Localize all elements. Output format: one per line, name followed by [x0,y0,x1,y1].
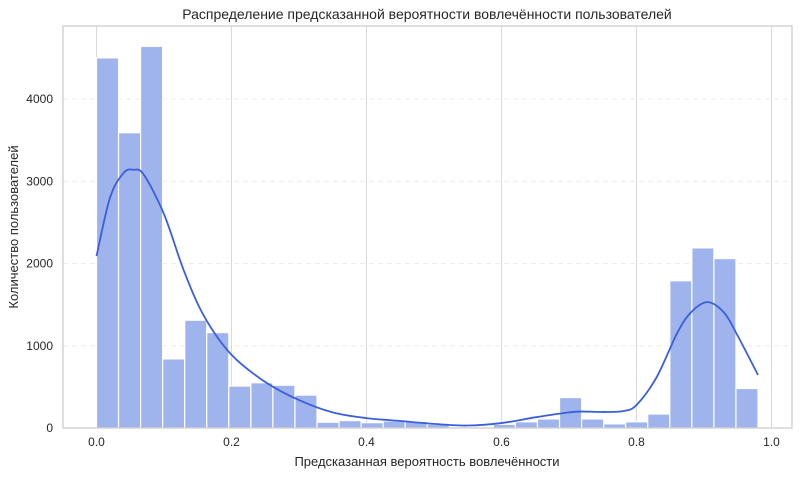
x-tick-label: 0.4 [358,435,375,449]
histogram-bar [580,418,605,429]
x-tick-label: 1.0 [763,435,780,449]
axes-spines [62,25,793,429]
histogram-bar [625,421,649,429]
histogram-bar [250,382,274,429]
x-axis-ticks: 0.0 0.2 0.4 0.6 0.8 1.0 [88,435,780,449]
y-tick-label: 0 [46,421,53,435]
x-axis-label: Предсказанная вероятность вовлечённости [294,454,559,469]
y-axis-ticks: 0 1000 2000 3000 4000 [26,92,53,435]
kde-curve [95,168,759,427]
histogram-bars [95,45,759,429]
x-tick-label: 0.6 [493,435,510,449]
y-tick-label: 1000 [26,339,53,353]
histogram-bar [184,319,208,429]
histogram-bar [514,421,539,429]
y-axis-label: Количество пользователей [6,145,21,308]
histogram-bar [272,384,296,429]
histogram-bar [691,247,715,429]
x-tick-label: 0.2 [223,435,240,449]
histogram-bar [735,387,759,429]
histogram-bar [117,132,142,429]
histogram-bar [382,420,406,429]
y-tick-label: 3000 [26,174,53,188]
chart-title: Распределение предсказанной вероятности … [182,6,672,22]
histogram-bar [316,421,340,429]
histogram-bar [228,385,252,429]
y-tick-label: 2000 [26,257,53,271]
histogram-bar [536,418,561,429]
x-tick-label: 0.0 [88,435,105,449]
histogram-bar [140,45,164,429]
histogram-bar [669,280,693,429]
histogram-bar [360,422,384,429]
histogram-bar [162,358,186,429]
plot-frame [62,25,793,429]
x-tick-label: 0.8 [628,435,645,449]
y-tick-label: 4000 [26,92,53,106]
histogram-bar [713,257,737,429]
histogram-bar [647,413,671,429]
histogram-bar [338,419,362,429]
